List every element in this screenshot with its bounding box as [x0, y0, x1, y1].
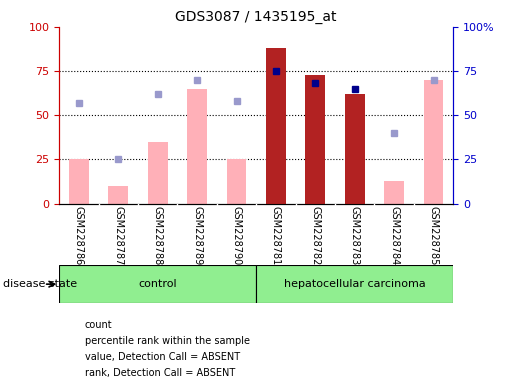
Text: hepatocellular carcinoma: hepatocellular carcinoma	[284, 279, 425, 289]
Text: GSM228785: GSM228785	[428, 207, 438, 266]
Bar	[305, 74, 325, 204]
Text: GSM228786: GSM228786	[74, 207, 84, 266]
Bar	[227, 159, 246, 204]
Text: GSM228789: GSM228789	[192, 207, 202, 266]
Text: value, Detection Call = ABSENT: value, Detection Call = ABSENT	[85, 352, 240, 362]
FancyBboxPatch shape	[256, 265, 453, 303]
Bar	[424, 80, 443, 204]
Text: GSM228787: GSM228787	[113, 207, 123, 266]
Text: GSM228782: GSM228782	[311, 207, 320, 266]
FancyBboxPatch shape	[59, 265, 256, 303]
Text: count: count	[85, 320, 113, 330]
Bar	[187, 89, 207, 204]
Bar	[148, 142, 167, 204]
Bar	[384, 180, 404, 204]
Text: GSM228790: GSM228790	[232, 207, 242, 266]
Text: percentile rank within the sample: percentile rank within the sample	[85, 336, 250, 346]
Text: disease state: disease state	[3, 279, 77, 289]
Bar	[345, 94, 365, 204]
Text: GSM228788: GSM228788	[153, 207, 163, 266]
Bar	[69, 159, 89, 204]
Bar	[266, 48, 286, 204]
Text: GSM228784: GSM228784	[389, 207, 399, 266]
Text: control: control	[139, 279, 177, 289]
Title: GDS3087 / 1435195_at: GDS3087 / 1435195_at	[176, 10, 337, 25]
Text: GSM228783: GSM228783	[350, 207, 359, 266]
Text: GSM228781: GSM228781	[271, 207, 281, 266]
Text: rank, Detection Call = ABSENT: rank, Detection Call = ABSENT	[85, 368, 235, 378]
Bar	[109, 186, 128, 204]
